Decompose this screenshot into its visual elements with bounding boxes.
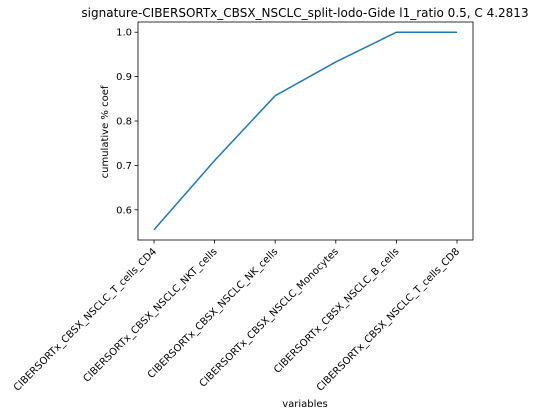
x-tick-label: CIBERSORTx_CBSX_NSCLC_B_cells [272,246,401,375]
y-tick-label: 0.7 [116,161,132,172]
y-tick-label: 0.8 [116,117,132,128]
x-tick-label: CIBERSORTx_CBSX_NSCLC_T_cells_CD8 [315,246,462,393]
x-axis-title: variables [282,399,328,410]
y-axis: 0.6 0.7 0.8 0.9 1.0 [116,28,138,216]
chart-title: signature-CIBERSORTx_CBSX_NSCLC_split-lo… [81,6,528,20]
y-axis-title: cumulative % coef [100,85,111,178]
plot-area-frame [137,21,474,241]
x-axis: CIBERSORTx_CBSX_NSCLC_T_cells_CD4CIBERSO… [12,240,462,394]
y-tick-label: 0.9 [116,72,132,83]
y-tick-label: 0.6 [116,205,132,216]
y-tick-label: 1.0 [116,28,132,39]
x-tick-label: CIBERSORTx_CBSX_NSCLC_NK_cells [146,246,281,381]
x-tick-label: CIBERSORTx_CBSX_NSCLC_Monocytes [198,246,341,389]
series-line [153,31,457,231]
x-tick-label: CIBERSORTx_CBSX_NSCLC_NKT_cells [81,246,219,384]
